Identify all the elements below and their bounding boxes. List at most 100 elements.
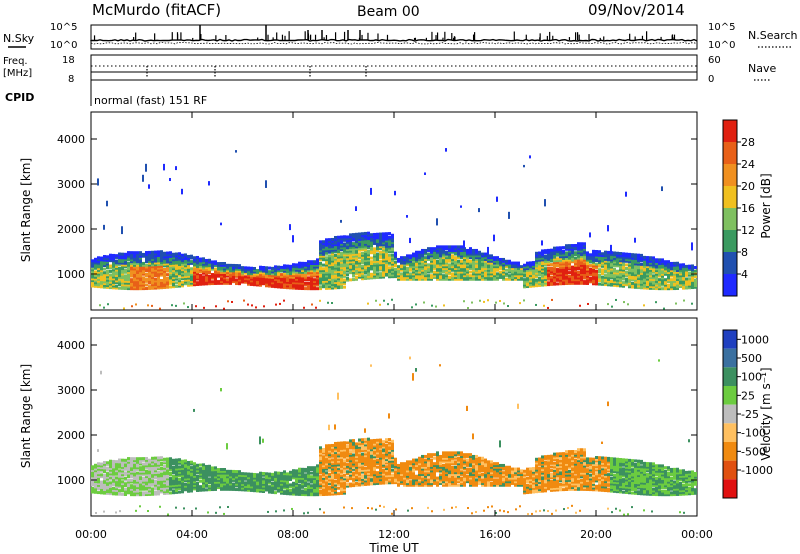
echo-cell	[130, 487, 133, 491]
echo-cell	[238, 470, 241, 474]
echo-cell	[154, 252, 157, 256]
echo-cell	[610, 274, 613, 278]
echo-cell	[136, 270, 139, 274]
echo-cell	[118, 469, 121, 473]
echo-cell	[439, 257, 442, 261]
echo-cell	[478, 272, 481, 276]
echo-cell	[421, 256, 424, 260]
echo-cell	[577, 253, 580, 257]
echo-cell	[505, 261, 508, 265]
echo-cell	[307, 270, 310, 274]
echo-cell	[187, 269, 190, 273]
echo-cell	[661, 281, 664, 285]
echo-cell	[121, 467, 124, 471]
echo-cell	[124, 458, 127, 462]
echo-cell	[331, 492, 334, 496]
echo-cell	[94, 261, 97, 265]
echo-cell	[694, 273, 697, 277]
echo-cell	[106, 484, 109, 488]
echo-cell	[328, 492, 331, 496]
echo-cell	[628, 283, 631, 287]
echo-cell	[442, 274, 445, 278]
echo-cell	[199, 472, 202, 476]
echo-cell	[292, 483, 295, 487]
echo-cell	[625, 257, 628, 261]
echo-cell	[337, 253, 340, 257]
echo-cell	[319, 489, 322, 493]
echo-cell	[589, 271, 592, 275]
echo-cell	[313, 279, 316, 283]
echo-cell	[424, 252, 427, 256]
echo-cell	[373, 267, 376, 271]
echo-cell	[112, 467, 115, 471]
echo-cell	[169, 269, 172, 273]
echo-cell	[319, 457, 322, 461]
echo-cell	[295, 283, 298, 287]
echo-cell	[325, 285, 328, 289]
echo-cell	[157, 270, 160, 274]
echo-cell	[202, 472, 205, 476]
echo-cell	[337, 468, 340, 472]
echo-cell	[181, 459, 184, 463]
echo-cell	[361, 261, 364, 265]
echo-cell	[112, 286, 115, 290]
echo-cell	[187, 272, 190, 276]
echo-cell	[580, 245, 583, 249]
echo-cell	[295, 474, 298, 478]
echo-cell	[241, 475, 244, 479]
echo-cell	[142, 254, 145, 258]
echo-cell	[250, 273, 253, 277]
echo-cell	[214, 468, 217, 472]
echo-cell	[580, 269, 583, 273]
near-range-echo	[223, 307, 225, 310]
echo-cell	[442, 270, 445, 274]
echo-cell	[352, 457, 355, 461]
echo-cell	[340, 248, 343, 252]
echo-cell	[229, 469, 232, 473]
echo-cell	[127, 265, 130, 269]
echo-cell	[340, 282, 343, 286]
echo-cell	[334, 452, 337, 456]
echo-cell	[319, 242, 322, 246]
echo-cell	[91, 275, 94, 279]
echo-cell	[331, 241, 334, 245]
echo-cell	[430, 248, 433, 252]
echo-cell	[493, 274, 496, 278]
echo-cell	[454, 270, 457, 274]
echo-cell	[205, 273, 208, 277]
echo-cell	[364, 242, 367, 246]
echo-cell	[394, 253, 397, 257]
echo-cell	[388, 275, 391, 279]
echo-cell	[592, 271, 595, 275]
echo-cell	[433, 247, 436, 251]
echo-cell	[115, 263, 118, 267]
echo-cell	[328, 467, 331, 471]
echo-cell	[631, 269, 634, 273]
echo-cell	[103, 484, 106, 488]
echo-cell	[340, 255, 343, 259]
echo-cell	[490, 254, 493, 258]
echo-cell	[331, 252, 334, 256]
echo-cell	[115, 472, 118, 476]
freq-left-tick-bottom: 8	[68, 74, 74, 85]
echo-cell	[214, 281, 217, 285]
echo-cell	[676, 283, 679, 287]
echo-cell	[262, 267, 265, 271]
near-range-echo	[379, 303, 381, 306]
echo-cell	[172, 268, 175, 272]
echo-cell	[193, 283, 196, 287]
echo-cell	[253, 266, 256, 270]
echo-cell	[208, 271, 211, 275]
echo-cell	[616, 262, 619, 266]
echo-cell	[637, 266, 640, 270]
echo-cell	[277, 272, 280, 276]
echo-cell	[295, 270, 298, 274]
echo-cell	[676, 279, 679, 283]
echo-cell	[247, 485, 250, 489]
echo-cell	[337, 441, 340, 445]
echo-cell	[145, 471, 148, 475]
echo-cell	[202, 486, 205, 490]
echo-cell	[352, 446, 355, 450]
echo-cell	[220, 263, 223, 267]
echo-cell	[118, 254, 121, 258]
